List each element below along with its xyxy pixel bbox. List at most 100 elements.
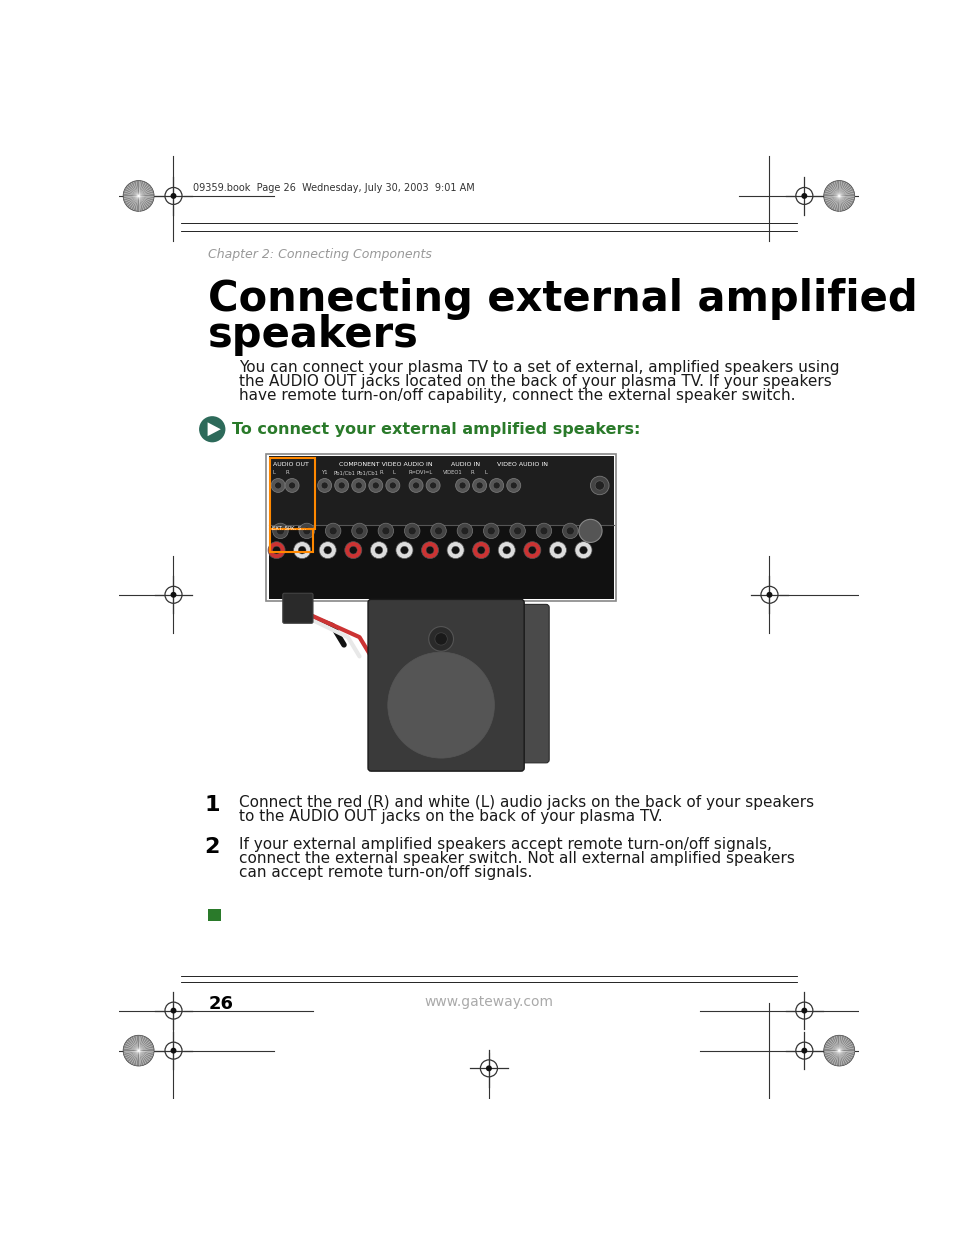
- Circle shape: [426, 478, 439, 493]
- Circle shape: [123, 1035, 154, 1066]
- Circle shape: [344, 542, 361, 558]
- Text: L: L: [273, 471, 275, 475]
- Text: R: R: [470, 471, 474, 475]
- Circle shape: [329, 527, 336, 535]
- Circle shape: [381, 527, 390, 535]
- Circle shape: [562, 524, 578, 538]
- Text: connect the external speaker switch. Not all external amplified speakers: connect the external speaker switch. Not…: [239, 851, 795, 866]
- Text: R: R: [379, 471, 383, 475]
- Circle shape: [476, 546, 484, 555]
- Circle shape: [513, 527, 521, 535]
- Circle shape: [822, 1035, 854, 1066]
- Circle shape: [509, 524, 525, 538]
- Circle shape: [298, 546, 306, 555]
- Circle shape: [497, 542, 515, 558]
- Text: EXT. SPK. S...: EXT. SPK. S...: [272, 526, 306, 531]
- Circle shape: [387, 652, 494, 758]
- Circle shape: [429, 482, 436, 489]
- Circle shape: [428, 626, 453, 651]
- Circle shape: [485, 1066, 492, 1071]
- Circle shape: [456, 478, 469, 493]
- Text: VIDEO AUDIO IN: VIDEO AUDIO IN: [497, 462, 548, 467]
- Text: AUDIO OUT: AUDIO OUT: [273, 462, 308, 467]
- Circle shape: [426, 546, 434, 555]
- Circle shape: [452, 546, 459, 555]
- Text: R=DVI=L: R=DVI=L: [408, 471, 432, 475]
- Text: Chapter 2: Connecting Components: Chapter 2: Connecting Components: [208, 248, 432, 262]
- Circle shape: [298, 524, 314, 538]
- Text: You can connect your plasma TV to a set of external, amplified speakers using: You can connect your plasma TV to a set …: [239, 359, 839, 375]
- FancyBboxPatch shape: [269, 525, 613, 599]
- FancyBboxPatch shape: [368, 599, 523, 771]
- Circle shape: [456, 524, 472, 538]
- Text: have remote turn-on/off capability, connect the external speaker switch.: have remote turn-on/off capability, conn…: [239, 388, 795, 403]
- Text: To connect your external amplified speakers:: To connect your external amplified speak…: [232, 421, 639, 437]
- Circle shape: [352, 524, 367, 538]
- Circle shape: [409, 478, 422, 493]
- Circle shape: [273, 524, 288, 538]
- Circle shape: [460, 527, 468, 535]
- Text: L: L: [393, 471, 395, 475]
- Circle shape: [476, 482, 482, 489]
- Circle shape: [268, 542, 285, 558]
- Text: www.gateway.com: www.gateway.com: [424, 995, 553, 1009]
- Text: COMPONENT VIDEO AUDIO IN: COMPONENT VIDEO AUDIO IN: [338, 462, 432, 467]
- Text: Y1: Y1: [321, 471, 328, 475]
- Circle shape: [335, 478, 348, 493]
- Circle shape: [765, 592, 772, 598]
- Circle shape: [404, 668, 477, 741]
- Circle shape: [536, 524, 551, 538]
- Circle shape: [506, 478, 520, 493]
- Circle shape: [385, 478, 399, 493]
- Circle shape: [487, 527, 495, 535]
- Circle shape: [395, 542, 413, 558]
- Text: R: R: [286, 471, 289, 475]
- Text: speakers: speakers: [208, 314, 418, 356]
- Circle shape: [493, 482, 499, 489]
- Circle shape: [472, 478, 486, 493]
- Circle shape: [502, 546, 510, 555]
- Circle shape: [323, 546, 332, 555]
- FancyBboxPatch shape: [266, 454, 616, 601]
- Text: VIDEO1: VIDEO1: [443, 471, 462, 475]
- Circle shape: [294, 542, 311, 558]
- Circle shape: [389, 482, 395, 489]
- Circle shape: [171, 193, 176, 199]
- Circle shape: [317, 478, 332, 493]
- Circle shape: [321, 482, 328, 489]
- Text: L: L: [484, 471, 487, 475]
- Circle shape: [458, 482, 466, 489]
- Circle shape: [483, 524, 498, 538]
- Circle shape: [123, 180, 154, 211]
- Circle shape: [510, 482, 517, 489]
- Circle shape: [377, 524, 394, 538]
- Text: the AUDIO OUT jacks located on the back of your plasma TV. If your speakers: the AUDIO OUT jacks located on the back …: [239, 374, 831, 389]
- Circle shape: [578, 520, 601, 542]
- Circle shape: [274, 482, 281, 489]
- Text: 2: 2: [204, 837, 219, 857]
- Circle shape: [372, 482, 379, 489]
- Circle shape: [352, 478, 365, 493]
- Circle shape: [349, 546, 356, 555]
- Circle shape: [435, 527, 442, 535]
- Circle shape: [801, 1008, 806, 1014]
- Text: Pb1/Cb1: Pb1/Cb1: [333, 471, 355, 475]
- Text: Pb1/Cb1: Pb1/Cb1: [356, 471, 378, 475]
- Circle shape: [523, 542, 540, 558]
- Circle shape: [424, 689, 457, 721]
- Circle shape: [412, 482, 419, 489]
- Circle shape: [539, 527, 547, 535]
- Text: can accept remote turn-on/off signals.: can accept remote turn-on/off signals.: [239, 864, 532, 881]
- Polygon shape: [208, 422, 220, 436]
- Circle shape: [171, 1008, 176, 1014]
- Circle shape: [289, 482, 295, 489]
- Circle shape: [421, 542, 438, 558]
- FancyBboxPatch shape: [208, 909, 220, 921]
- Text: 26: 26: [208, 995, 233, 1013]
- Text: AUDIO IN: AUDIO IN: [451, 462, 479, 467]
- Circle shape: [273, 546, 280, 555]
- Circle shape: [375, 546, 382, 555]
- Circle shape: [801, 193, 806, 199]
- Circle shape: [303, 527, 311, 535]
- Circle shape: [285, 478, 298, 493]
